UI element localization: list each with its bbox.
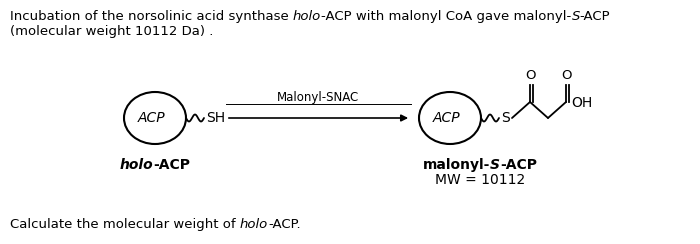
Text: malonyl-: malonyl- <box>423 158 490 172</box>
Text: holo: holo <box>240 218 268 231</box>
Text: ACP: ACP <box>433 111 461 125</box>
Text: -ACP: -ACP <box>580 10 610 23</box>
Text: MW = 10112: MW = 10112 <box>435 173 525 187</box>
Text: holo: holo <box>293 10 321 23</box>
Text: (molecular weight 10112 Da) .: (molecular weight 10112 Da) . <box>10 25 214 38</box>
Text: -ACP.: -ACP. <box>268 218 301 231</box>
Text: O: O <box>561 69 573 82</box>
Text: SH: SH <box>206 111 225 125</box>
Text: S: S <box>571 10 580 23</box>
Text: holo: holo <box>120 158 153 172</box>
Text: ACP: ACP <box>138 111 166 125</box>
Text: OH: OH <box>571 96 592 110</box>
Text: -ACP: -ACP <box>500 158 537 172</box>
Text: O: O <box>526 69 536 82</box>
Text: -ACP: -ACP <box>153 158 190 172</box>
Text: Malonyl-SNAC: Malonyl-SNAC <box>277 91 360 104</box>
Text: S: S <box>490 158 500 172</box>
Text: -ACP with malonyl CoA gave malonyl-: -ACP with malonyl CoA gave malonyl- <box>321 10 571 23</box>
Text: S: S <box>501 111 510 125</box>
Text: Calculate the molecular weight of: Calculate the molecular weight of <box>10 218 240 231</box>
Text: Incubation of the norsolinic acid synthase: Incubation of the norsolinic acid syntha… <box>10 10 293 23</box>
